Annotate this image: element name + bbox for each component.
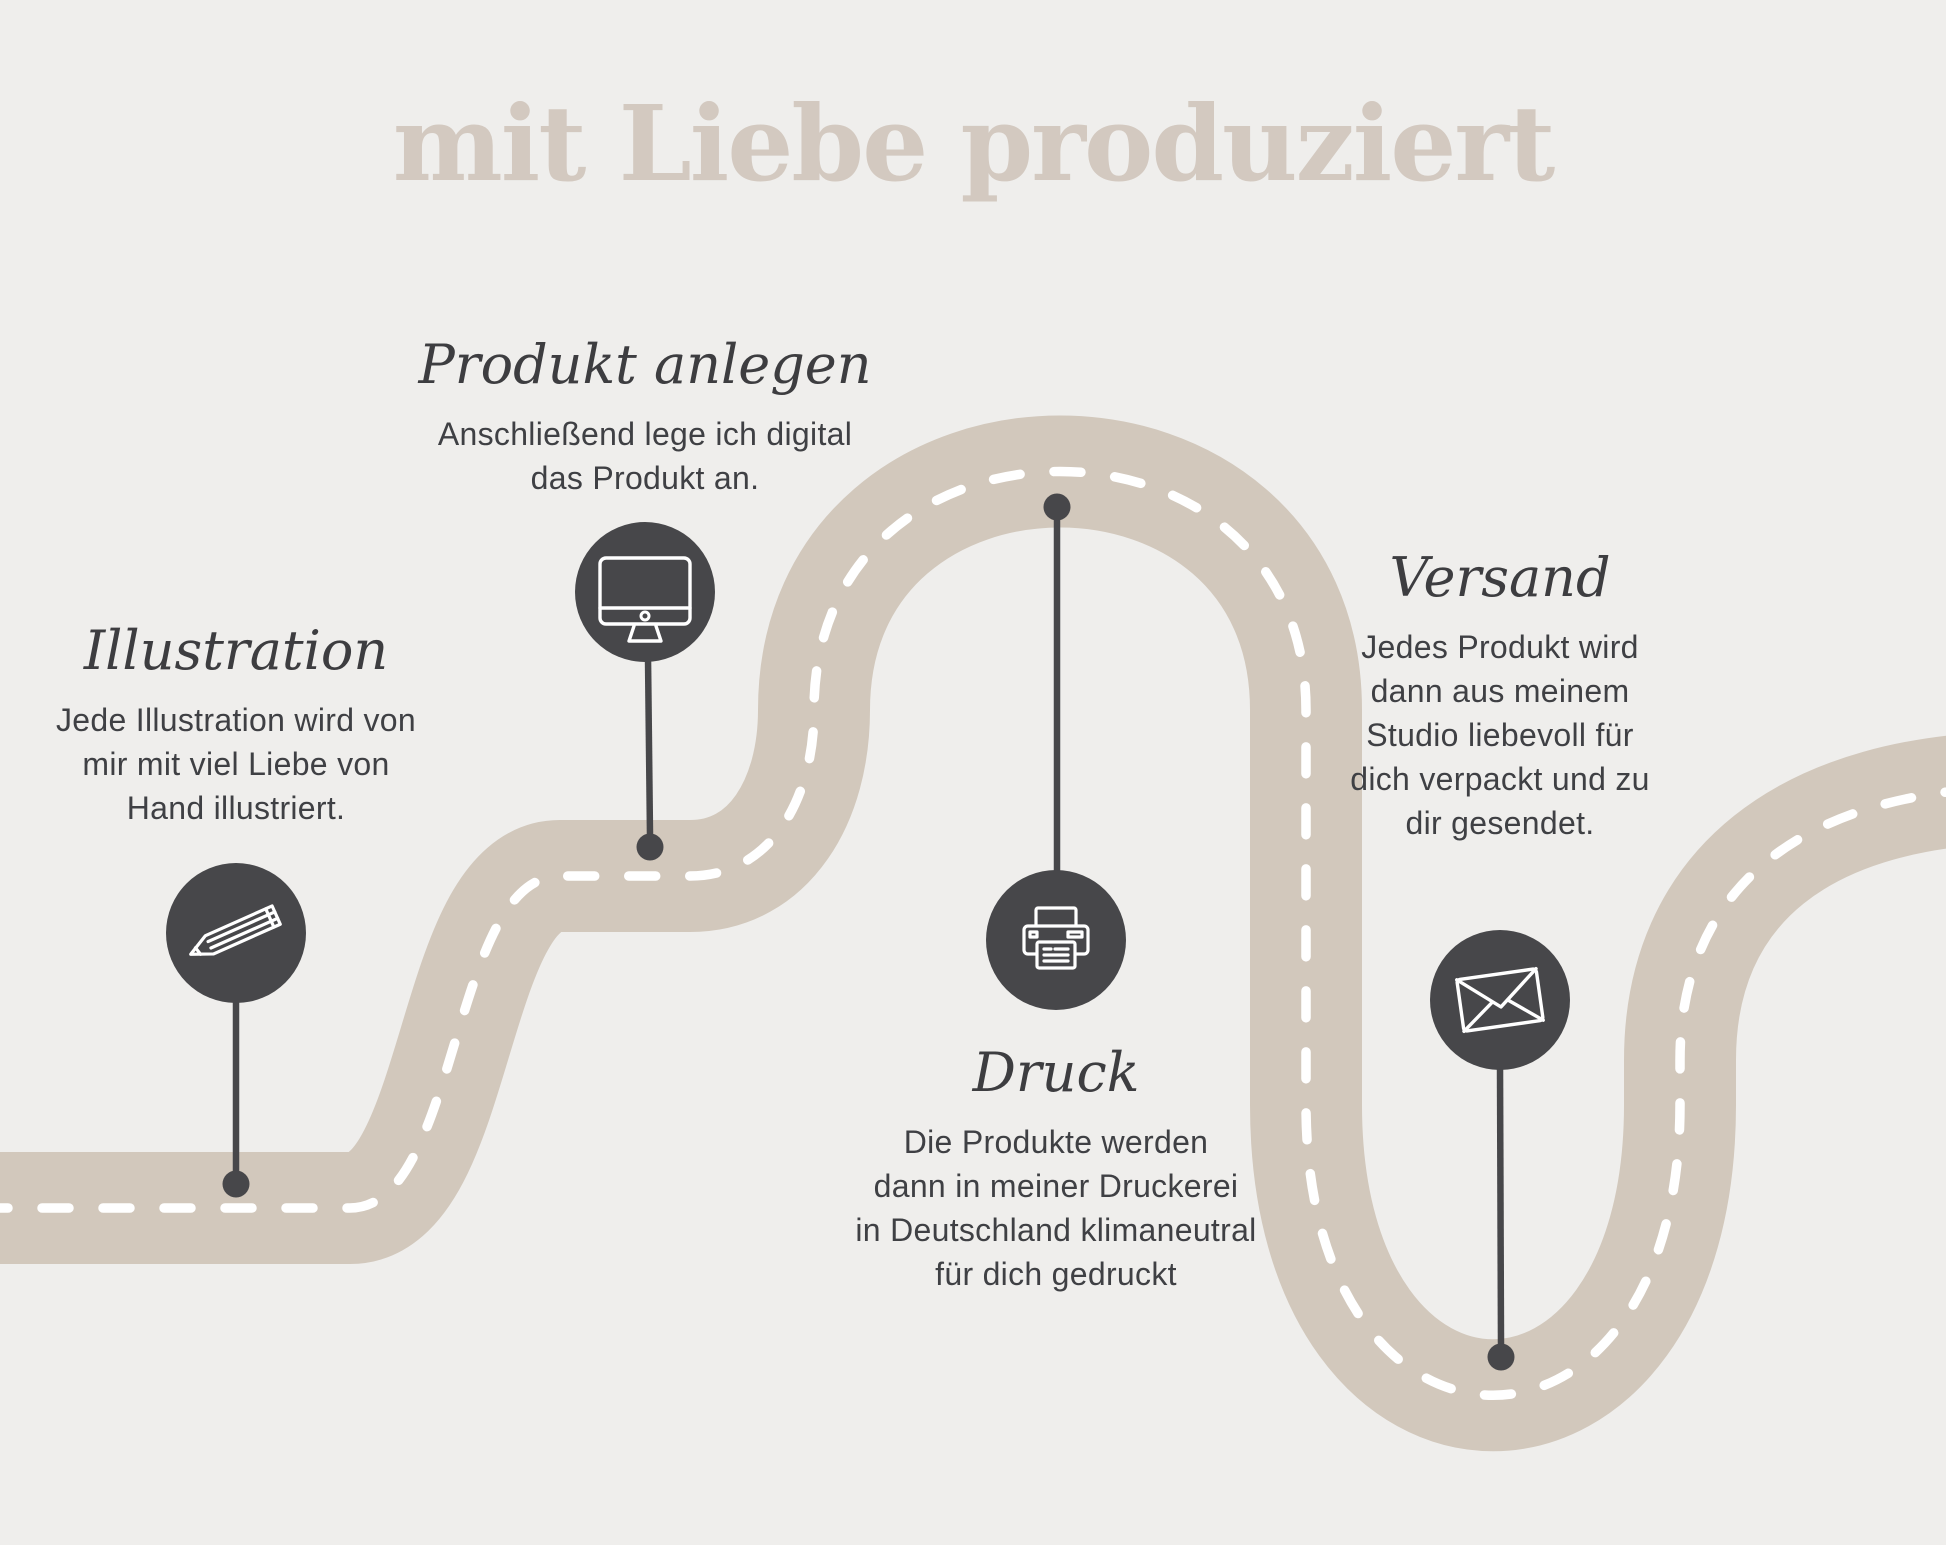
road-dot-versand	[1487, 1343, 1515, 1371]
step-description-line: dann in meiner Druckerei	[873, 1168, 1239, 1204]
road-dot-druck	[1043, 493, 1071, 521]
step-description-line: dir gesendet.	[1405, 805, 1595, 841]
step-description-line: Anschließend lege ich digital	[437, 416, 853, 452]
step-description-line: in Deutschland klimaneutral	[855, 1212, 1257, 1248]
step-druck: Druck Die Produkte werden dann in meiner…	[756, 1038, 1356, 1296]
marker-stems	[232, 519, 1505, 1346]
step-description: Anschließend lege ich digital das Produk…	[345, 412, 945, 500]
step-description: Jede Illustration wird von mir mit viel …	[0, 698, 536, 830]
stem-produkt	[644, 657, 654, 836]
step-description-line: Studio liebevoll für	[1366, 717, 1634, 753]
step-versand: Versand Jedes Produkt wird dann aus mein…	[1200, 543, 1800, 845]
step-description-line: dich verpackt und zu	[1350, 761, 1650, 797]
step-heading: Produkt anlegen	[418, 333, 872, 396]
step-heading: Druck	[972, 1041, 1140, 1104]
road-dot-produkt	[636, 833, 664, 861]
step-description-line: Hand illustriert.	[126, 790, 346, 826]
envelope-icon	[1455, 966, 1545, 1034]
step-heading: Versand	[1389, 546, 1611, 609]
step-description: Die Produkte werden dann in meiner Druck…	[756, 1120, 1356, 1296]
circle-versand	[1430, 930, 1570, 1070]
printer-icon	[1022, 906, 1090, 970]
step-description-line: Jede Illustration wird von	[56, 702, 416, 738]
step-produkt-anlegen: Produkt anlegen Anschließend lege ich di…	[345, 330, 945, 500]
step-description-line: das Produkt an.	[530, 460, 760, 496]
step-heading: Illustration	[83, 619, 389, 682]
pencil-icon	[189, 904, 282, 956]
step-description-line: für dich gedruckt	[935, 1256, 1177, 1292]
road-center-dashes	[0, 466, 1946, 1400]
step-description: Jedes Produkt wird dann aus meinem Studi…	[1200, 625, 1800, 845]
road-dots	[222, 493, 1515, 1371]
step-description-line: Jedes Produkt wird	[1361, 629, 1639, 665]
step-illustration: Illustration Jede Illustration wird von …	[0, 616, 536, 830]
step-description-line: Die Produkte werden	[903, 1124, 1209, 1160]
stem-versand	[1496, 1065, 1505, 1346]
monitor-icon	[598, 556, 692, 643]
road-dot-illustration	[222, 1170, 250, 1198]
page-title: mit Liebe produziert	[392, 82, 1555, 205]
circle-illustration	[166, 863, 306, 1003]
step-description-line: dann aus meinem	[1370, 673, 1630, 709]
step-description-line: mir mit viel Liebe von	[82, 746, 390, 782]
